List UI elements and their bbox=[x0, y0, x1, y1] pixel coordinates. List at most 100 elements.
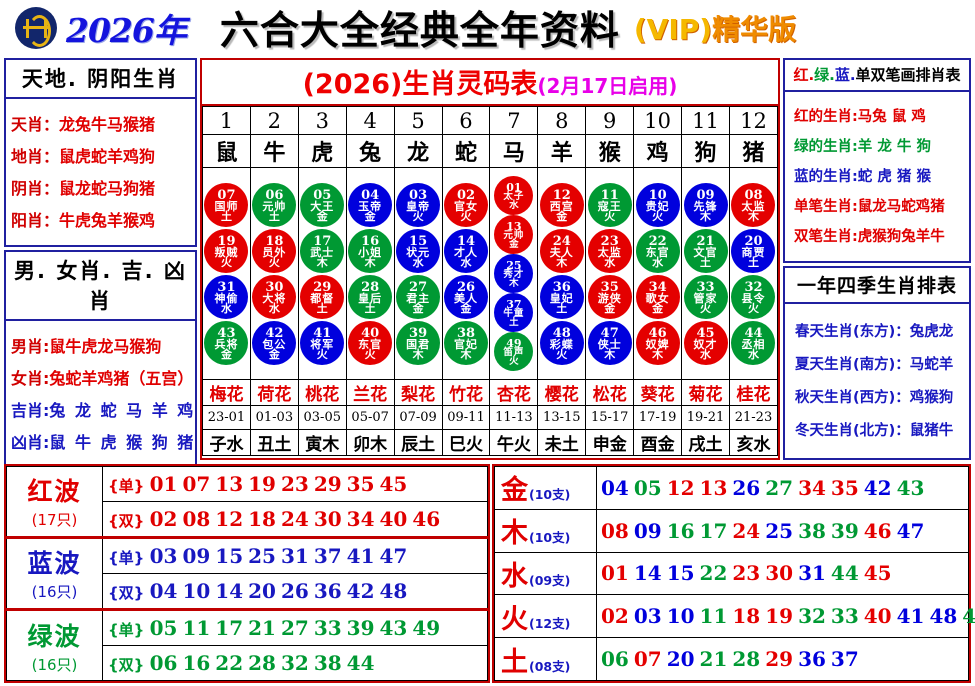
number-ball[interactable]: 45 奴才水 bbox=[683, 320, 728, 365]
number-ball[interactable]: 06 元帅土 bbox=[252, 182, 297, 227]
number-ball[interactable]: 01 太子水 bbox=[494, 176, 534, 215]
number-ball[interactable]: 46 奴婢木 bbox=[635, 320, 680, 365]
ball-role-name: 夫人 bbox=[549, 245, 574, 259]
ball-role-name: 侠士 bbox=[597, 337, 622, 351]
number-ball[interactable]: 13 元帅金 bbox=[494, 215, 534, 254]
number-ball[interactable]: 20 商贾土 bbox=[731, 228, 776, 273]
color-stroke-row: 红的生肖:马兔 鼠 鸡 bbox=[794, 109, 926, 125]
hour-range-12: 21-23 bbox=[728, 405, 779, 430]
flower-name-7: 杏花 bbox=[489, 379, 539, 406]
ball-number: 34 bbox=[648, 279, 667, 295]
four-seasons-box-title: 一年四季生肖排表 bbox=[785, 268, 969, 304]
column-number-4: 4 bbox=[345, 106, 395, 135]
attribute-separator: : bbox=[43, 337, 50, 356]
number-ball[interactable]: 35 游侠金 bbox=[587, 274, 632, 319]
number-ball[interactable]: 43 兵将金 bbox=[204, 320, 249, 365]
number-ball[interactable]: 18 员外火 bbox=[252, 228, 297, 273]
number-ball[interactable]: 04 玉帝金 bbox=[348, 182, 393, 227]
element-number: 31 bbox=[798, 561, 826, 586]
number-ball[interactable]: 33 管家火 bbox=[683, 274, 728, 319]
number-ball[interactable]: 38 官妃木 bbox=[443, 320, 488, 365]
ball-number: 35 bbox=[600, 279, 619, 295]
number-ball[interactable]: 36 皇妃土 bbox=[539, 274, 584, 319]
four-seasons-box: 一年四季生肖排表 春天生肖(东方)：兔虎龙 夏天生肖(南方)：马蛇羊 秋天生肖(西方… bbox=[783, 266, 971, 460]
attribute-separator: ： bbox=[43, 179, 60, 198]
ball-stack: 03 皇帝火 15 状元水 27 君主金 39 国君木 bbox=[395, 182, 442, 365]
number-ball[interactable]: 28 皇后土 bbox=[348, 274, 393, 319]
zodiac-attribute-row: 天肖：龙兔牛马猴猪 bbox=[11, 111, 193, 135]
element-name: 金 bbox=[501, 475, 529, 507]
wave-number: 48 bbox=[379, 579, 408, 603]
ball-number: 30 bbox=[265, 279, 284, 295]
number-ball[interactable]: 05 大王金 bbox=[300, 182, 345, 227]
ball-role-name: 元帅 bbox=[503, 230, 525, 241]
number-ball[interactable]: 14 才人水 bbox=[443, 228, 488, 273]
wave-number: 19 bbox=[248, 471, 276, 496]
ball-element: 水 bbox=[220, 301, 232, 315]
number-ball[interactable]: 44 丞相水 bbox=[731, 320, 776, 365]
flower-name-3: 桃花 bbox=[297, 379, 347, 406]
number-ball[interactable]: 48 彩蝶火 bbox=[539, 320, 584, 365]
number-ball[interactable]: 19 叛贼火 bbox=[204, 228, 249, 273]
element-label-火: 火(12支) bbox=[494, 594, 597, 639]
number-ball[interactable]: 12 西宫金 bbox=[539, 182, 584, 227]
season-row: 春天生肖(东方)：兔虎龙 bbox=[795, 324, 954, 340]
number-ball[interactable]: 37 牛童土 bbox=[494, 293, 534, 332]
stem-branch-1: 子水 bbox=[202, 429, 251, 456]
number-ball[interactable]: 31 神偷水 bbox=[204, 274, 249, 319]
ball-element: 火 bbox=[652, 209, 664, 223]
number-ball[interactable]: 47 侠士木 bbox=[587, 320, 632, 365]
number-ball[interactable]: 30 大将水 bbox=[252, 274, 297, 319]
element-number: 23 bbox=[732, 561, 761, 586]
number-ball[interactable]: 42 包公金 bbox=[252, 320, 297, 365]
element-name: 火 bbox=[501, 603, 529, 635]
flower-name-2: 荷花 bbox=[249, 379, 299, 406]
number-ball[interactable]: 24 夫人木 bbox=[539, 228, 584, 273]
number-ball[interactable]: 03 皇帝火 bbox=[396, 182, 441, 227]
number-ball[interactable]: 26 美人金 bbox=[443, 274, 488, 319]
number-ball[interactable]: 07 国师土 bbox=[204, 182, 249, 227]
main-body: 天地. 阴阳生肖 天肖：龙兔牛马猴猪 地肖：鼠虎蛇羊鸡狗 阴肖：鼠龙蛇马狗猪 阳肖：牛… bbox=[0, 56, 975, 469]
number-ball[interactable]: 08 太监木 bbox=[731, 182, 776, 227]
zodiac-attribute-row: 吉肖: 兔 龙 蛇 马 羊 鸡 bbox=[11, 397, 193, 421]
ball-element: 金 bbox=[604, 301, 616, 315]
ball-element: 火 bbox=[364, 347, 376, 361]
ball-role-name: 县令 bbox=[741, 291, 766, 305]
number-ball[interactable]: 29 都督土 bbox=[300, 274, 345, 319]
column-number-2: 2 bbox=[249, 106, 299, 135]
number-ball[interactable]: 02 官女火 bbox=[443, 182, 488, 227]
number-ball[interactable]: 41 将军火 bbox=[300, 320, 345, 365]
number-ball[interactable]: 21 文官土 bbox=[683, 228, 728, 273]
number-ball[interactable]: 17 武士木 bbox=[300, 228, 345, 273]
wave-number: 42 bbox=[346, 579, 375, 603]
number-ball[interactable]: 22 东官水 bbox=[635, 228, 680, 273]
number-ball[interactable]: 11 寇王火 bbox=[587, 182, 632, 227]
wave-number: 46 bbox=[412, 506, 441, 531]
element-numbers: 01 14 15 22 23 30 31 44 45 bbox=[596, 551, 969, 596]
wave-number: 35 bbox=[346, 471, 375, 496]
wave-count: (16只) bbox=[31, 655, 78, 674]
number-ball[interactable]: 25 秀才木 bbox=[494, 254, 534, 293]
ball-element: 水 bbox=[652, 255, 664, 269]
attribute-value: 牛虎兔羊猴鸡 bbox=[59, 211, 156, 230]
number-ball[interactable]: 27 君主金 bbox=[396, 274, 441, 319]
number-ball[interactable]: 16 小姐木 bbox=[348, 228, 393, 273]
element-number: 29 bbox=[765, 647, 794, 672]
ball-role-name: 秀才 bbox=[503, 269, 525, 280]
number-ball[interactable]: 32 县令火 bbox=[731, 274, 776, 319]
number-ball[interactable]: 40 东官火 bbox=[348, 320, 393, 365]
ball-role-name: 都督 bbox=[310, 291, 335, 305]
number-ball[interactable]: 23 太监水 bbox=[587, 228, 632, 273]
number-ball[interactable]: 39 国君木 bbox=[396, 320, 441, 365]
ball-number: 11 bbox=[600, 187, 619, 203]
element-number: 18 bbox=[732, 604, 761, 629]
number-ball[interactable]: 34 歌女金 bbox=[635, 274, 680, 319]
tiandi-box-body: 天肖：龙兔牛马猴猪 地肖：鼠虎蛇羊鸡狗 阴肖：鼠龙蛇马狗猪 阳肖：牛虎兔羊猴鸡 bbox=[6, 99, 195, 245]
five-elements-table: 金(10支) 04 05 12 13 26 27 34 35 42 43 木(10支) 08 09 16 17… bbox=[494, 466, 975, 681]
ball-element: 水 bbox=[268, 301, 280, 315]
attribute-key: 天肖 bbox=[11, 115, 44, 134]
number-ball[interactable]: 10 贵妃火 bbox=[635, 182, 680, 227]
number-ball[interactable]: 09 先锋木 bbox=[683, 182, 728, 227]
number-ball[interactable]: 15 状元水 bbox=[396, 228, 441, 273]
number-ball[interactable]: 49 笛声火 bbox=[494, 332, 534, 371]
